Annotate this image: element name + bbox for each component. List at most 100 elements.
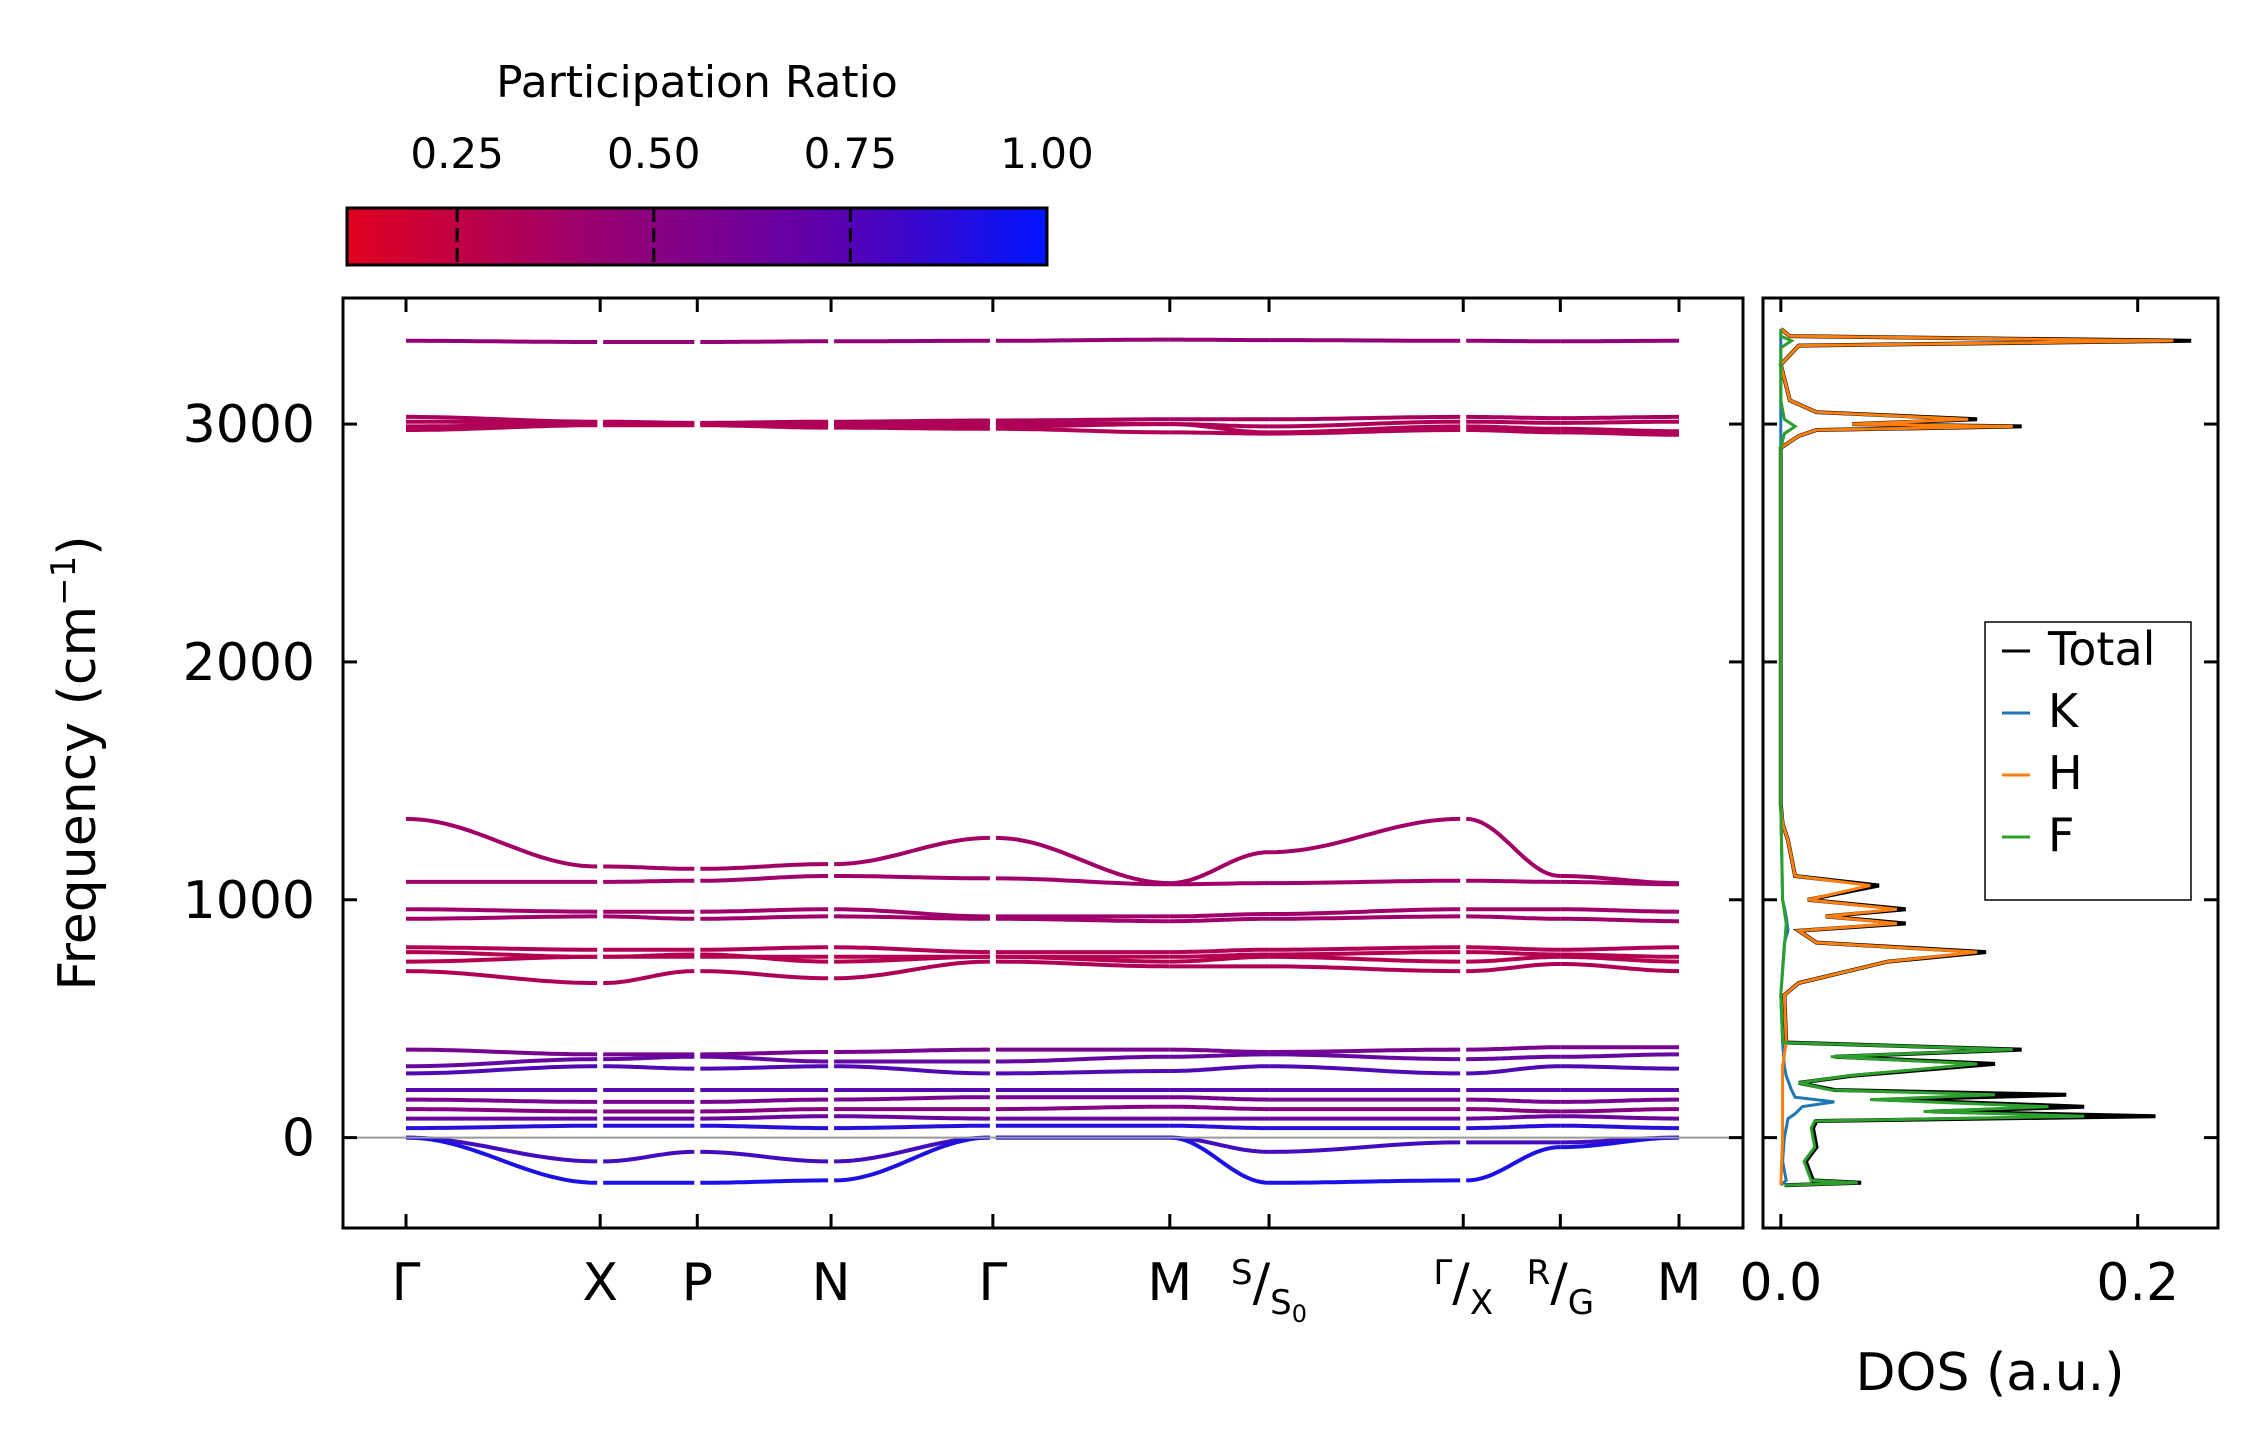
band-line <box>700 969 829 981</box>
band-line <box>1169 912 1270 919</box>
y-tick-label: 0 <box>282 1109 315 1169</box>
y-tick-label: 2000 <box>183 633 315 693</box>
band-line <box>1466 1045 1561 1052</box>
band-line <box>1466 954 1561 964</box>
band-line <box>406 954 598 964</box>
band-line <box>834 1047 990 1054</box>
band-line <box>405 1057 598 1069</box>
colorbar-ticks: 0.25 0.50 0.75 1.00 <box>410 129 1094 265</box>
dos-line-h <box>1779 327 2174 1186</box>
band-line <box>1466 414 1561 421</box>
band-line <box>700 874 829 883</box>
colorbar-title: Participation Ratio <box>496 57 898 108</box>
y-tick-label: 3000 <box>183 395 315 455</box>
band-line <box>995 916 1170 924</box>
band-line <box>834 1135 990 1183</box>
band-line <box>995 422 1170 429</box>
dos-panel: 0.0 0.2 DOS (a.u.) Total KHF <box>1739 296 2220 1403</box>
band-line <box>834 423 990 429</box>
band-line <box>603 969 695 985</box>
band-line <box>834 835 990 867</box>
colorbar: Participation Ratio 0.25 0.50 0.75 1.00 <box>345 57 1094 267</box>
band-line <box>1269 338 1461 343</box>
band-y-ticks: 0 1000 2000 3000 <box>183 395 1743 1169</box>
dos-axes-frame <box>1761 296 2220 1230</box>
band-line <box>700 952 829 964</box>
band-line <box>603 952 695 959</box>
legend-label: Total <box>2047 622 2155 676</box>
band-line <box>1466 1123 1561 1131</box>
band-line <box>1560 962 1679 974</box>
band-line <box>1560 414 1679 421</box>
band-line <box>1269 964 1461 974</box>
band-line <box>1169 337 1270 343</box>
band-line <box>1560 430 1679 437</box>
band-line <box>1269 419 1461 429</box>
band-line <box>1466 962 1561 974</box>
band-line <box>405 816 598 869</box>
band-structure-panel: 0 1000 2000 3000 Γ X P N Γ M S/S0 Γ/X R/G M Frequenc… <box>44 296 1745 1328</box>
band-line <box>1169 947 1270 955</box>
band-line <box>1560 945 1679 952</box>
band-line <box>1560 907 1680 914</box>
band-line <box>1560 952 1679 959</box>
band-line <box>603 914 695 921</box>
k-point-label: Γ/X <box>1433 1253 1493 1323</box>
band-line <box>1169 1123 1270 1131</box>
band-line <box>1466 816 1561 878</box>
colorbar-tick-label: 0.75 <box>804 129 898 178</box>
band-line <box>603 1064 695 1071</box>
band-line <box>700 1054 829 1064</box>
band-line <box>834 1123 990 1131</box>
band-line <box>1169 1095 1270 1102</box>
band-line <box>700 1050 829 1057</box>
band-line <box>1169 954 1270 964</box>
band-line <box>995 337 1170 343</box>
band-line <box>700 1064 829 1071</box>
k-point-label: Γ <box>978 1253 1007 1313</box>
band-line <box>995 959 1170 969</box>
band-line <box>1560 916 1679 924</box>
band-line <box>995 876 1170 887</box>
band-lines <box>343 337 1743 1185</box>
legend-items: Total KHF <box>2002 622 2155 862</box>
dos-x-tick-label: 0.2 <box>2096 1253 2179 1313</box>
band-line <box>700 914 829 921</box>
colorbar-tick-label: 0.25 <box>410 129 504 178</box>
band-line <box>700 423 829 430</box>
band-line <box>405 969 598 985</box>
band-line <box>1466 1097 1561 1104</box>
k-point-label: N <box>812 1253 851 1313</box>
band-line <box>1466 1064 1561 1076</box>
band-line <box>1169 1135 1270 1185</box>
band-line <box>1269 945 1461 952</box>
band-line <box>700 1123 829 1131</box>
band-line <box>834 874 990 881</box>
k-point-label: S/S0 <box>1231 1253 1307 1328</box>
band-line <box>1560 1123 1679 1131</box>
band-line <box>1169 916 1270 924</box>
band-line <box>1269 414 1461 422</box>
band-line <box>406 1047 598 1057</box>
band-line <box>1269 1140 1461 1154</box>
band-line <box>1169 881 1270 887</box>
band-line <box>1269 914 1461 921</box>
band-line <box>834 338 990 344</box>
band-line <box>1269 954 1461 964</box>
band-line <box>1466 950 1561 957</box>
band-line <box>700 1097 829 1104</box>
band-line <box>1269 816 1461 855</box>
band-line <box>1269 1064 1461 1076</box>
band-line <box>406 914 598 921</box>
band-line <box>995 835 1170 886</box>
band-line <box>834 954 990 964</box>
band-line <box>406 1097 598 1104</box>
band-line <box>700 945 829 952</box>
band-line <box>1269 1178 1461 1185</box>
k-point-label: M <box>1657 1253 1702 1313</box>
band-line <box>1466 878 1561 884</box>
band-line <box>1269 907 1461 916</box>
band-line <box>1169 1064 1270 1073</box>
band-line <box>1560 954 1679 964</box>
band-line <box>834 425 990 431</box>
